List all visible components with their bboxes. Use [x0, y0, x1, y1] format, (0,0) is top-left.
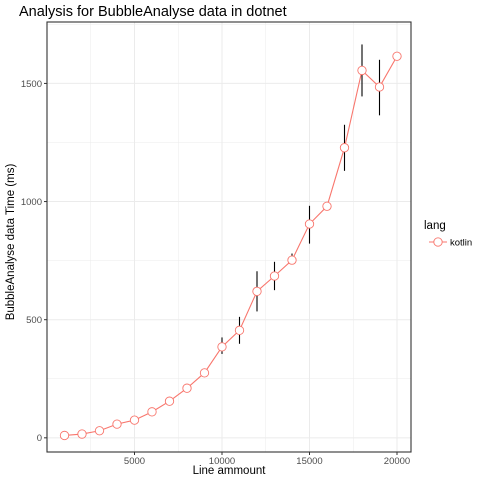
data-point	[147, 407, 157, 417]
panel-border	[46, 21, 412, 453]
x-axis-title: Line ammount	[193, 465, 267, 477]
legend-label-kotlin: kotlin	[450, 238, 472, 249]
x-tick-label: 15000	[296, 456, 322, 467]
chart-title: Analysis for BubbleAnalyse data in dotne…	[19, 4, 287, 20]
y-tick-label: 0	[37, 433, 42, 444]
data-point	[129, 415, 140, 425]
data-point	[322, 201, 332, 211]
y-tick-label: 1000	[21, 197, 42, 208]
data-point	[357, 65, 367, 76]
x-tick-label: 5000	[124, 456, 145, 467]
data-point	[199, 368, 210, 378]
data-point	[182, 383, 192, 393]
plot-panel	[46, 21, 412, 453]
data-point	[374, 82, 385, 92]
x-tick-label: 20000	[384, 456, 410, 467]
y-tick-label: 500	[26, 315, 42, 326]
y-tick-label: 1500	[21, 79, 42, 90]
data-point	[77, 429, 87, 439]
legend: lang kotlin	[424, 220, 472, 249]
data-point	[287, 255, 297, 265]
y-axis-title: BubbleAnalyse data Time (ms)	[5, 164, 17, 321]
data-point	[234, 325, 245, 335]
data-point	[392, 51, 402, 61]
legend-title: lang	[424, 220, 446, 232]
legend-key-point	[433, 237, 443, 247]
data-point	[164, 396, 175, 406]
data-point	[304, 219, 315, 229]
data-point	[269, 271, 280, 281]
data-point	[339, 143, 350, 153]
x-tick-label: 10000	[209, 456, 235, 467]
data-point	[252, 286, 262, 296]
data-point	[94, 426, 105, 436]
data-point	[217, 342, 227, 352]
data-point	[112, 419, 122, 429]
data-point	[59, 430, 70, 441]
